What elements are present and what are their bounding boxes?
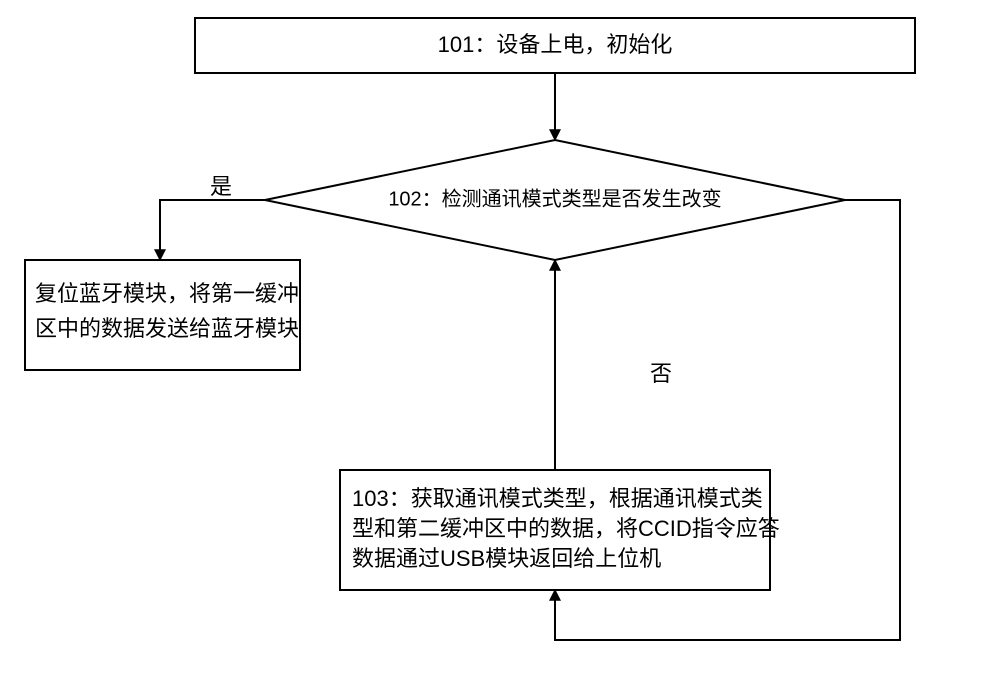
node-text-n103-line2: 数据通过USB模块返回给上位机 bbox=[352, 546, 661, 571]
node-text-nLeft-line1: 区中的数据发送给蓝牙模块 bbox=[35, 316, 299, 341]
edge-label-e3_no: 否 bbox=[650, 361, 672, 386]
node-text-n103-line0: 103：获取通讯模式类型，根据通讯模式类 bbox=[352, 486, 763, 511]
node-text-n103-line1: 型和第二缓冲区中的数据，将CCID指令应答 bbox=[352, 516, 780, 541]
node-text-nLeft-line0: 复位蓝牙模块，将第一缓冲 bbox=[35, 281, 299, 306]
node-n101: 101：设备上电，初始化 bbox=[195, 18, 915, 73]
edge-label-e2_yes: 是 bbox=[210, 174, 232, 199]
node-text-n101: 101：设备上电，初始化 bbox=[438, 32, 673, 57]
node-text-n102: 102：检测通讯模式类型是否发生改变 bbox=[388, 187, 721, 210]
node-nLeft: 复位蓝牙模块，将第一缓冲区中的数据发送给蓝牙模块 bbox=[25, 260, 300, 370]
node-n103: 103：获取通讯模式类型，根据通讯模式类型和第二缓冲区中的数据，将CCID指令应… bbox=[340, 470, 780, 590]
